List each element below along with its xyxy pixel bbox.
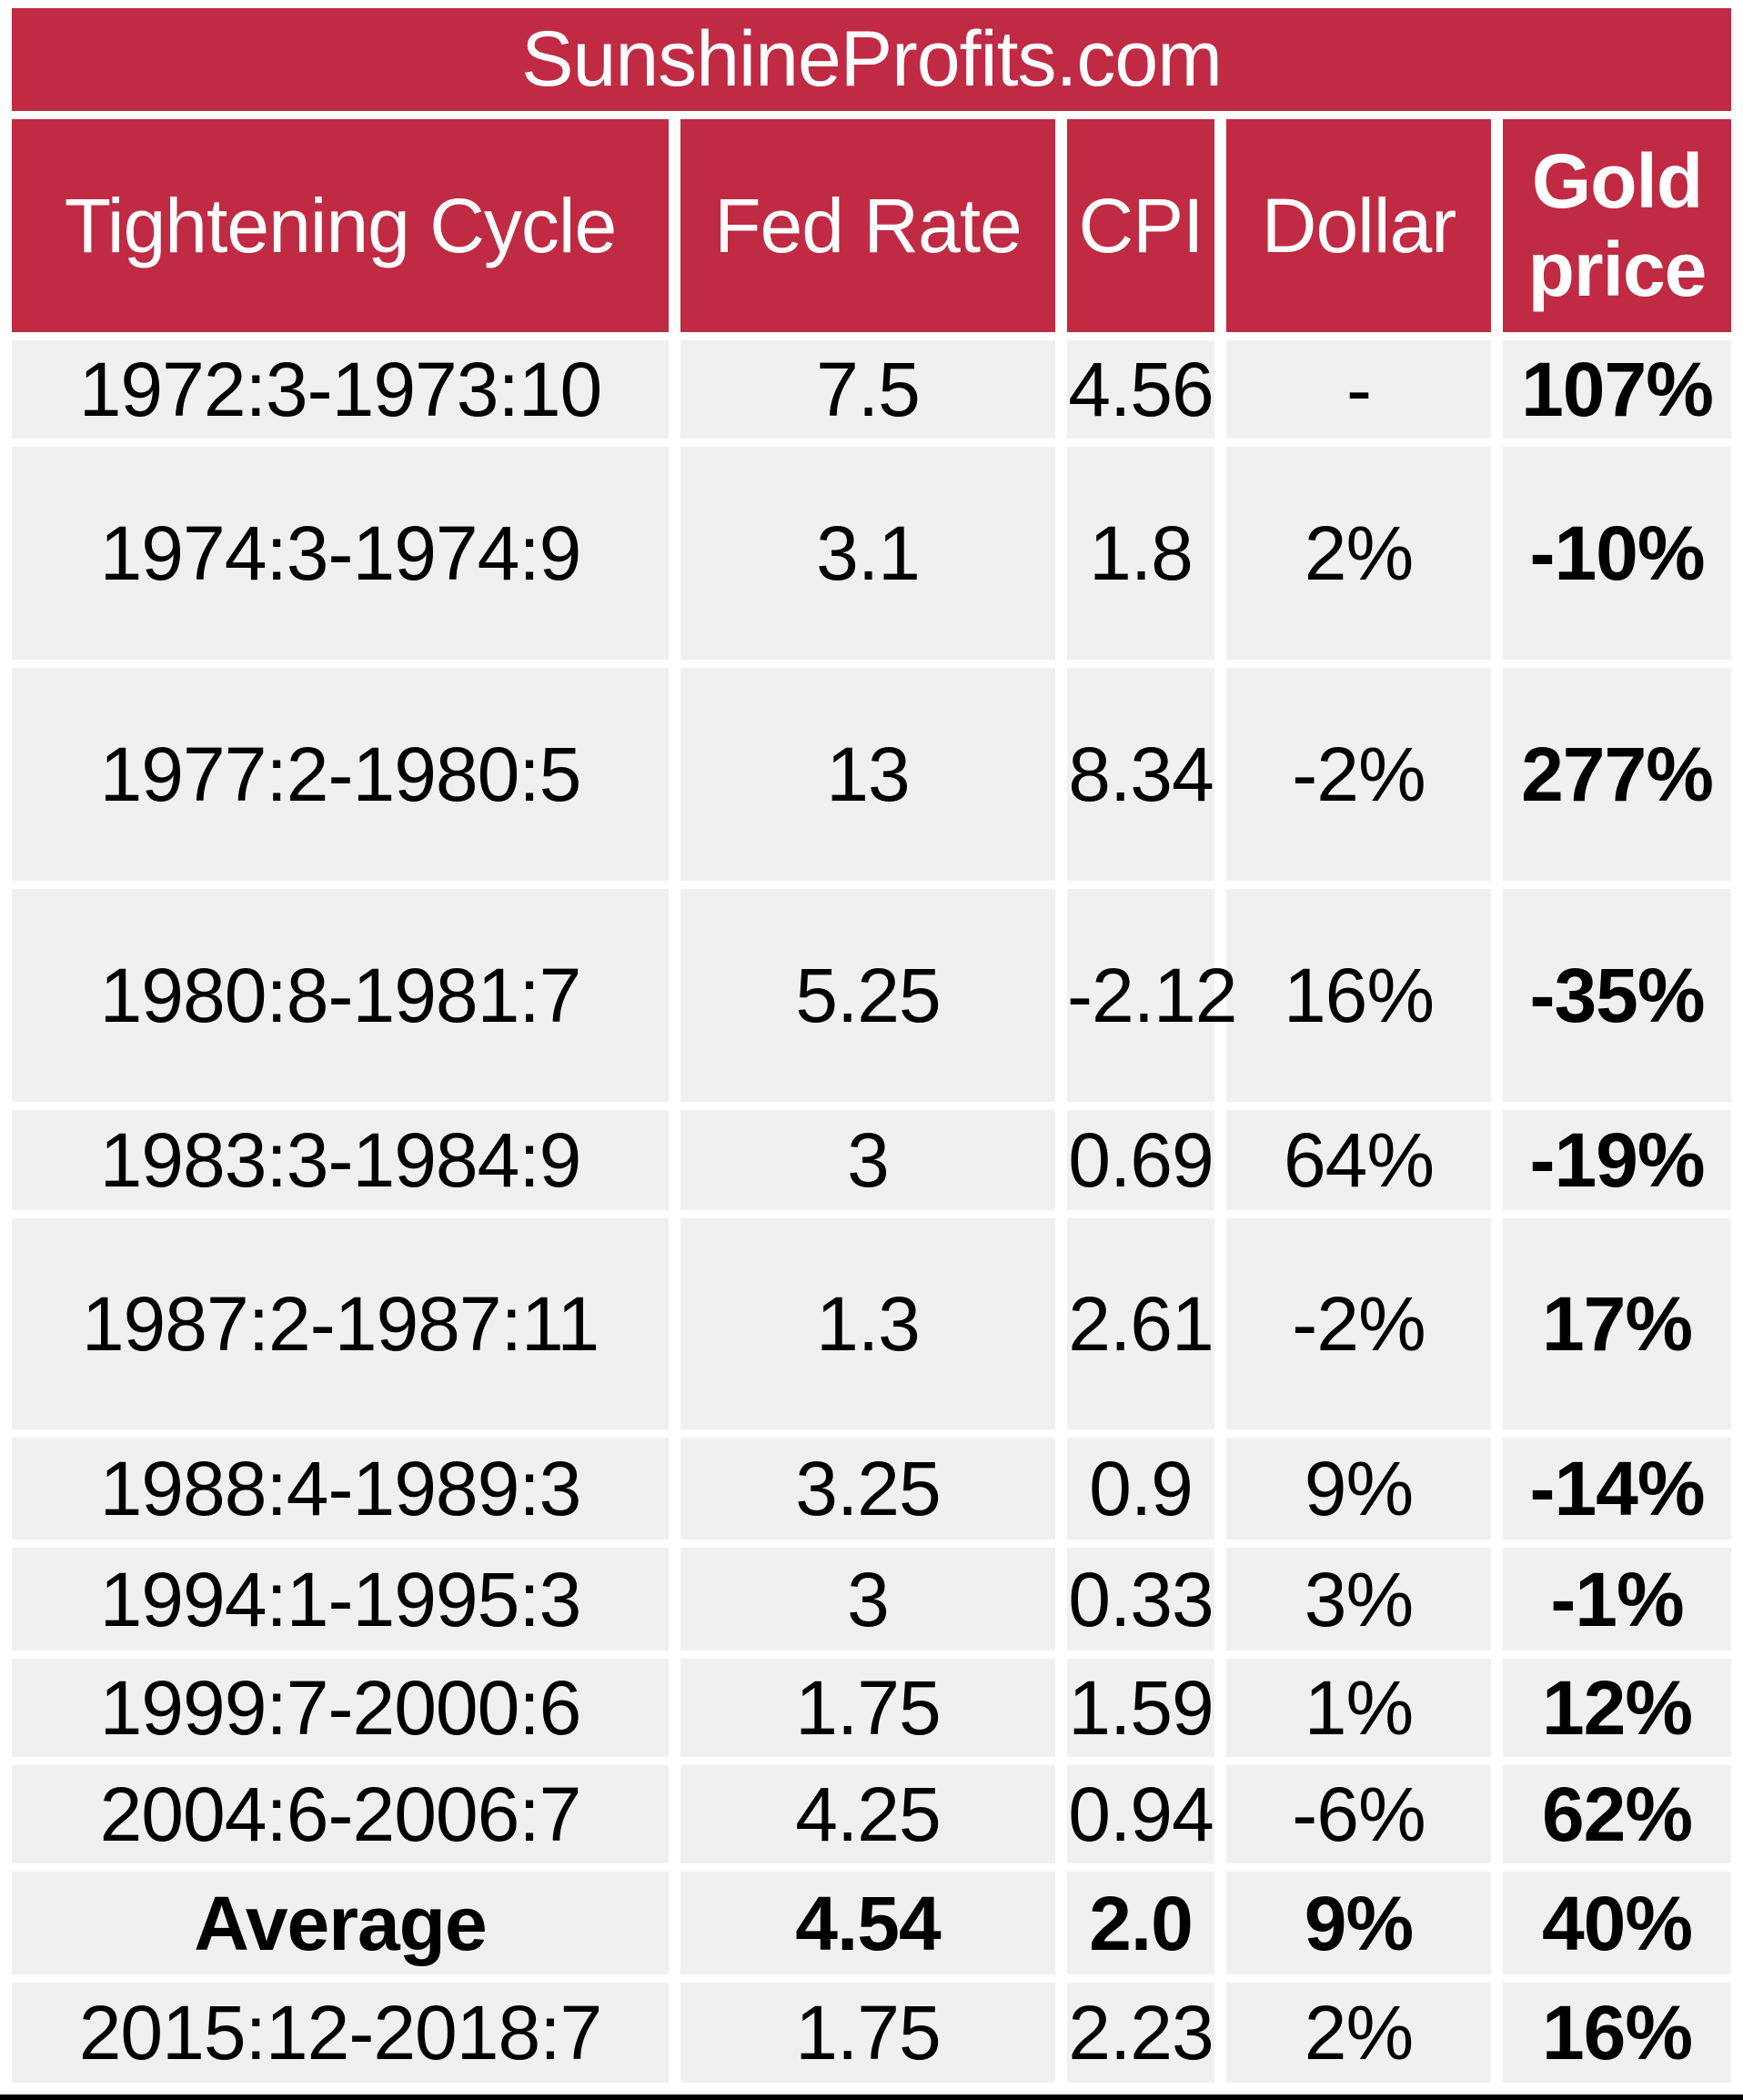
cell-cpi: 2.23 [1067,1983,1214,2083]
site-title: SunshineProfits.com [12,8,1732,111]
cell-tightening-cycle: 1987:2-1987:11 [12,1218,669,1429]
cell-cpi: 2.0 [1067,1872,1214,1974]
cell-dollar: 3% [1226,1548,1491,1651]
cell-fed-rate: 5.25 [680,889,1055,1102]
table-row: 1980:8-1981:7 5.25 -2.12 16% -35% [12,889,1732,1102]
cell-fed-rate: 1.3 [680,1218,1055,1429]
cell-dollar: -2% [1226,668,1491,881]
column-header-gold-price: Gold price [1503,119,1732,332]
cell-fed-rate: 3.1 [680,447,1055,660]
table-header-row: Tightening Cycle Fed Rate CPI Dollar Gol… [12,119,1732,332]
cell-tightening-cycle: 1999:7-2000:6 [12,1659,669,1757]
table-row: 1987:2-1987:11 1.3 2.61 -2% 17% [12,1218,1732,1429]
cell-dollar: 2% [1226,447,1491,660]
table-title-row: SunshineProfits.com [12,8,1732,111]
cell-dollar: 64% [1226,1110,1491,1210]
cell-tightening-cycle: 2015:12-2018:7 [12,1983,669,2083]
cell-tightening-cycle: 1983:3-1984:9 [12,1110,669,1210]
cell-gold-price: 12% [1503,1659,1732,1757]
cell-gold-price: -1% [1503,1548,1732,1651]
cell-dollar: -6% [1226,1765,1491,1863]
cell-gold-price: 40% [1503,1872,1732,1974]
cell-tightening-cycle: 1980:8-1981:7 [12,889,669,1102]
cell-tightening-cycle: 2004:6-2006:7 [12,1765,669,1863]
table-row: 1972:3-1973:10 7.5 4.56 - 107% [12,340,1732,439]
cell-tightening-cycle: 1994:1-1995:3 [12,1548,669,1651]
cell-gold-price: 16% [1503,1983,1732,2083]
cell-tightening-cycle: 1977:2-1980:5 [12,668,669,881]
table-row: 2004:6-2006:7 4.25 0.94 -6% 62% [12,1765,1732,1863]
cell-gold-price: -14% [1503,1438,1732,1540]
cell-cpi: 1.8 [1067,447,1214,660]
table-row: 1988:4-1989:3 3.25 0.9 9% -14% [12,1438,1732,1540]
cell-fed-rate: 3 [680,1110,1055,1210]
table-row: 1974:3-1974:9 3.1 1.8 2% -10% [12,447,1732,660]
cell-fed-rate: 13 [680,668,1055,881]
cell-fed-rate: 3 [680,1548,1055,1651]
table-row: 1999:7-2000:6 1.75 1.59 1% 12% [12,1659,1732,1757]
cell-fed-rate: 1.75 [680,1983,1055,2083]
bottom-border-line [0,2095,1743,2100]
cell-dollar: - [1226,340,1491,439]
cell-dollar: 9% [1226,1438,1491,1540]
cell-cpi: 0.33 [1067,1548,1214,1651]
cell-cpi: 0.9 [1067,1438,1214,1540]
cell-cpi: 1.59 [1067,1659,1214,1757]
cell-cpi: 2.61 [1067,1218,1214,1429]
cell-cpi: 0.94 [1067,1765,1214,1863]
cell-fed-rate: 4.54 [680,1872,1055,1974]
cell-gold-price: 62% [1503,1765,1732,1863]
table-row: 2015:12-2018:7 1.75 2.23 2% 16% [12,1983,1732,2083]
table-row: 1994:1-1995:3 3 0.33 3% -1% [12,1548,1732,1651]
table-row: 1977:2-1980:5 13 8.34 -2% 277% [12,668,1732,881]
cell-fed-rate: 4.25 [680,1765,1055,1863]
cell-dollar: 2% [1226,1983,1491,2083]
column-header-dollar: Dollar [1226,119,1491,332]
table-row-average: Average 4.54 2.0 9% 40% [12,1872,1732,1974]
cell-tightening-cycle: 1974:3-1974:9 [12,447,669,660]
cell-dollar: 16% [1226,889,1491,1102]
cell-gold-price: 277% [1503,668,1732,881]
column-header-fed-rate: Fed Rate [680,119,1055,332]
cell-fed-rate: 1.75 [680,1659,1055,1757]
cell-cpi: 4.56 [1067,340,1214,439]
cell-gold-price: 107% [1503,340,1732,439]
cell-tightening-cycle: 1988:4-1989:3 [12,1438,669,1540]
cell-fed-rate: 3.25 [680,1438,1055,1540]
cell-tightening-cycle: 1972:3-1973:10 [12,340,669,439]
cell-cpi: -2.12 [1067,889,1237,1102]
cell-cpi: 0.69 [1067,1110,1214,1210]
cell-gold-price: -10% [1503,447,1732,660]
cell-fed-rate: 7.5 [680,340,1055,439]
cell-gold-price: -19% [1503,1110,1732,1210]
column-header-cpi: CPI [1067,119,1214,332]
cell-cpi: 8.34 [1067,668,1214,881]
cell-gold-price: -35% [1503,889,1732,1102]
column-header-tightening-cycle: Tightening Cycle [12,119,669,332]
cell-dollar: 9% [1226,1872,1491,1974]
cell-tightening-cycle: Average [12,1872,669,1974]
cell-dollar: 1% [1226,1659,1491,1757]
table-row: 1983:3-1984:9 3 0.69 64% -19% [12,1110,1732,1210]
cell-dollar: -2% [1226,1218,1491,1429]
cell-gold-price: 17% [1503,1218,1732,1429]
